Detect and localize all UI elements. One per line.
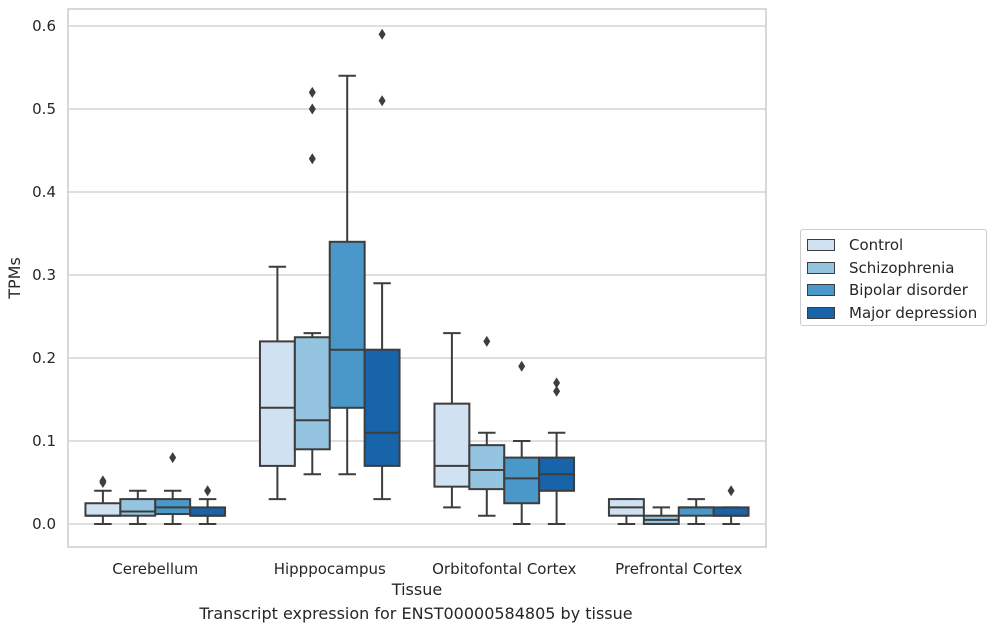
grid-lines [68,25,766,525]
box-hipppocampus-schizophrenia [293,86,331,476]
x-tick-labels: Cerebellum Hipppocampus Orbitofontal Corte… [112,560,742,578]
box-body [503,456,541,505]
box-orbitofontal-cortex-schizophrenia [468,335,506,517]
outlier-1 [378,28,386,40]
box-cerebellum-major-depression [189,485,227,525]
chart-caption: Transcript expression for ENST0000058480… [199,604,633,623]
box-orbitofontal-cortex-bipolar-disorder [503,360,541,525]
box-layer [84,28,750,526]
box-hipppocampus-major-depression [363,28,401,501]
box-prefrontal-cortex-schizophrenia [642,506,680,526]
legend-label-major-depression: Major depression [849,303,978,322]
box-orbitofontal-cortex-major-depression [538,377,576,525]
y-tick-labels: 0.0 0.1 0.2 0.3 0.4 0.5 0.6 [32,17,56,533]
legend-label-control: Control [849,236,904,255]
box-prefrontal-cortex-control [607,498,645,525]
plot-frame [67,8,767,548]
legend-item-schizophrenia: Schizophrenia [807,257,986,280]
outlier-0 [169,452,177,464]
box-hipppocampus-bipolar-disorder [328,74,366,476]
legend-swatch-major-depression [807,306,835,319]
y-axis-label: TPMs [5,257,24,300]
box-cerebellum-schizophrenia [119,489,157,525]
box-prefrontal-cortex-bipolar-disorder [677,498,715,525]
outlier-1 [308,103,316,115]
outlier-0 [204,485,212,497]
y-tick-label-1: 0.1 [32,432,56,450]
box-body [119,498,157,517]
outlier-0 [518,360,526,372]
y-tick-label-6: 0.6 [32,17,56,35]
outlier-0 [378,95,386,107]
x-axis-label: Tissue [391,580,442,599]
box-body [84,502,122,517]
box-cerebellum-control [84,475,122,525]
outlier-1 [99,475,107,487]
box-body [677,506,715,517]
legend-swatch-control [807,239,835,252]
x-tick-label-prefrontal-cortex: Prefrontal Cortex [615,560,742,578]
x-tick-label-cerebellum: Cerebellum [112,560,198,578]
legend-swatch-schizophrenia [807,261,835,274]
outlier-0 [553,385,561,397]
box-cerebellum-bipolar-disorder [154,452,192,525]
y-tick-label-3: 0.3 [32,266,56,284]
box-body [258,340,296,467]
box-hipppocampus-control [258,265,296,501]
legend-swatch-bipolar-disorder [807,284,835,297]
legend-item-major-depression: Major depression [807,302,986,325]
box-body [468,444,506,491]
legend-item-bipolar-disorder: Bipolar disorder [807,279,986,302]
y-tick-label-5: 0.5 [32,100,56,118]
legend: Control Schizophrenia Bipolar disorder M… [800,229,987,326]
y-tick-label-4: 0.4 [32,183,56,201]
box-body [293,336,331,451]
outlier-1 [553,377,561,389]
y-tick-label-0: 0.0 [32,515,56,533]
box-orbitofontal-cortex-control [433,332,471,509]
x-tick-label-orbitofontal-cortex: Orbitofontal Cortex [432,560,576,578]
outlier-0 [727,485,735,497]
box-body [189,506,227,517]
y-tick-label-2: 0.2 [32,349,56,367]
outlier-0 [483,335,491,347]
outlier-2 [308,86,316,98]
legend-item-control: Control [807,234,986,257]
legend-label-schizophrenia: Schizophrenia [849,258,955,277]
box-body [328,240,366,409]
legend-label-bipolar-disorder: Bipolar disorder [849,281,968,300]
x-tick-label-hipppocampus: Hipppocampus [274,560,386,578]
box-body [363,348,401,467]
box-body [712,506,750,517]
box-prefrontal-cortex-major-depression [712,485,750,525]
box-body [433,402,471,488]
outlier-0 [308,153,316,165]
